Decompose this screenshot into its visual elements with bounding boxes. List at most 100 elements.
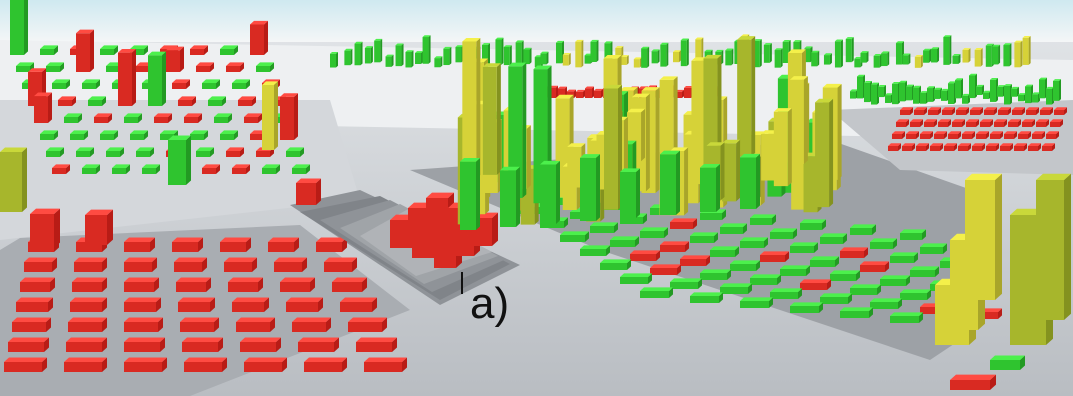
building-side xyxy=(180,46,184,72)
building-top xyxy=(630,250,660,254)
building-side xyxy=(1018,119,1021,127)
building-front xyxy=(990,79,996,102)
building-top xyxy=(966,119,979,122)
building-front xyxy=(118,52,132,106)
building-front xyxy=(1028,146,1038,151)
building-side xyxy=(848,293,852,304)
building-top xyxy=(913,85,921,88)
building-front xyxy=(178,302,210,312)
building-side xyxy=(270,317,275,332)
building-front xyxy=(800,223,822,230)
building-side xyxy=(982,143,985,151)
building-front xyxy=(412,230,434,258)
building-front xyxy=(280,282,310,292)
building-side xyxy=(986,131,989,139)
building-top xyxy=(789,76,808,80)
building-side xyxy=(48,297,53,312)
building-side xyxy=(949,35,952,65)
building-side xyxy=(300,147,304,157)
building-top xyxy=(220,130,238,134)
building-front xyxy=(580,157,596,221)
building-front xyxy=(690,296,719,303)
building-top xyxy=(238,96,256,100)
building-front xyxy=(584,55,591,64)
building-front xyxy=(332,282,362,292)
building-top xyxy=(970,107,983,110)
building-front xyxy=(948,134,958,139)
building-top xyxy=(356,337,397,342)
building-top xyxy=(950,374,996,380)
building-side xyxy=(240,62,244,72)
building-side xyxy=(647,46,650,68)
building-top xyxy=(8,337,49,342)
building-front xyxy=(40,49,54,55)
building-front xyxy=(176,282,206,292)
building-side xyxy=(583,89,585,98)
building-top xyxy=(226,147,244,151)
building-top xyxy=(594,88,603,91)
building-side xyxy=(714,232,718,243)
building-front xyxy=(604,88,619,210)
building-front xyxy=(760,255,785,262)
building-top xyxy=(974,48,983,50)
building-front xyxy=(737,39,752,157)
building-top xyxy=(948,81,956,84)
building-top xyxy=(124,297,161,302)
building-front xyxy=(773,111,788,187)
building-top xyxy=(523,47,532,50)
building-top xyxy=(850,89,858,92)
building-top xyxy=(124,257,157,262)
building-top xyxy=(112,164,130,168)
building-side xyxy=(872,224,876,235)
building-front xyxy=(966,122,976,127)
building-top xyxy=(800,279,831,283)
building-side xyxy=(1064,173,1071,320)
building-front xyxy=(184,117,198,123)
building-side xyxy=(879,54,882,68)
building-side xyxy=(980,107,983,115)
building-front xyxy=(944,146,954,151)
building-side xyxy=(793,228,797,239)
building-top xyxy=(860,51,869,53)
building-front xyxy=(292,168,306,174)
building-side xyxy=(216,164,220,174)
building-front xyxy=(52,168,66,174)
building-top xyxy=(965,173,1002,180)
building-top xyxy=(575,39,584,42)
building-side xyxy=(120,147,124,157)
building-front xyxy=(943,37,950,65)
building-top xyxy=(576,89,585,92)
building-front xyxy=(880,279,906,286)
building-side xyxy=(958,54,961,64)
building-top xyxy=(280,93,298,97)
building-top xyxy=(46,147,64,151)
building-top xyxy=(641,87,660,91)
building-top xyxy=(930,143,943,146)
building-front xyxy=(124,242,150,252)
building-front xyxy=(630,254,656,261)
annotation-label: a) xyxy=(470,279,509,328)
building-top xyxy=(348,317,387,322)
building-front xyxy=(896,122,906,127)
building-side xyxy=(496,63,501,175)
building-side xyxy=(529,47,532,65)
building-side xyxy=(961,78,963,99)
building-top xyxy=(895,41,904,44)
building-front xyxy=(236,322,270,332)
building-front xyxy=(750,218,772,225)
building-side xyxy=(962,119,965,127)
building-front xyxy=(691,60,706,185)
building-side xyxy=(218,337,223,352)
building-top xyxy=(82,79,100,83)
building-side xyxy=(920,119,923,127)
building-front xyxy=(112,168,126,174)
building-side xyxy=(727,269,731,280)
building-side xyxy=(641,108,646,162)
building-front xyxy=(24,262,52,272)
building-top xyxy=(984,107,997,110)
building-front xyxy=(495,39,502,65)
building-top xyxy=(172,237,203,242)
building-side xyxy=(777,274,781,285)
building-side xyxy=(264,20,268,55)
building-side xyxy=(160,337,165,352)
